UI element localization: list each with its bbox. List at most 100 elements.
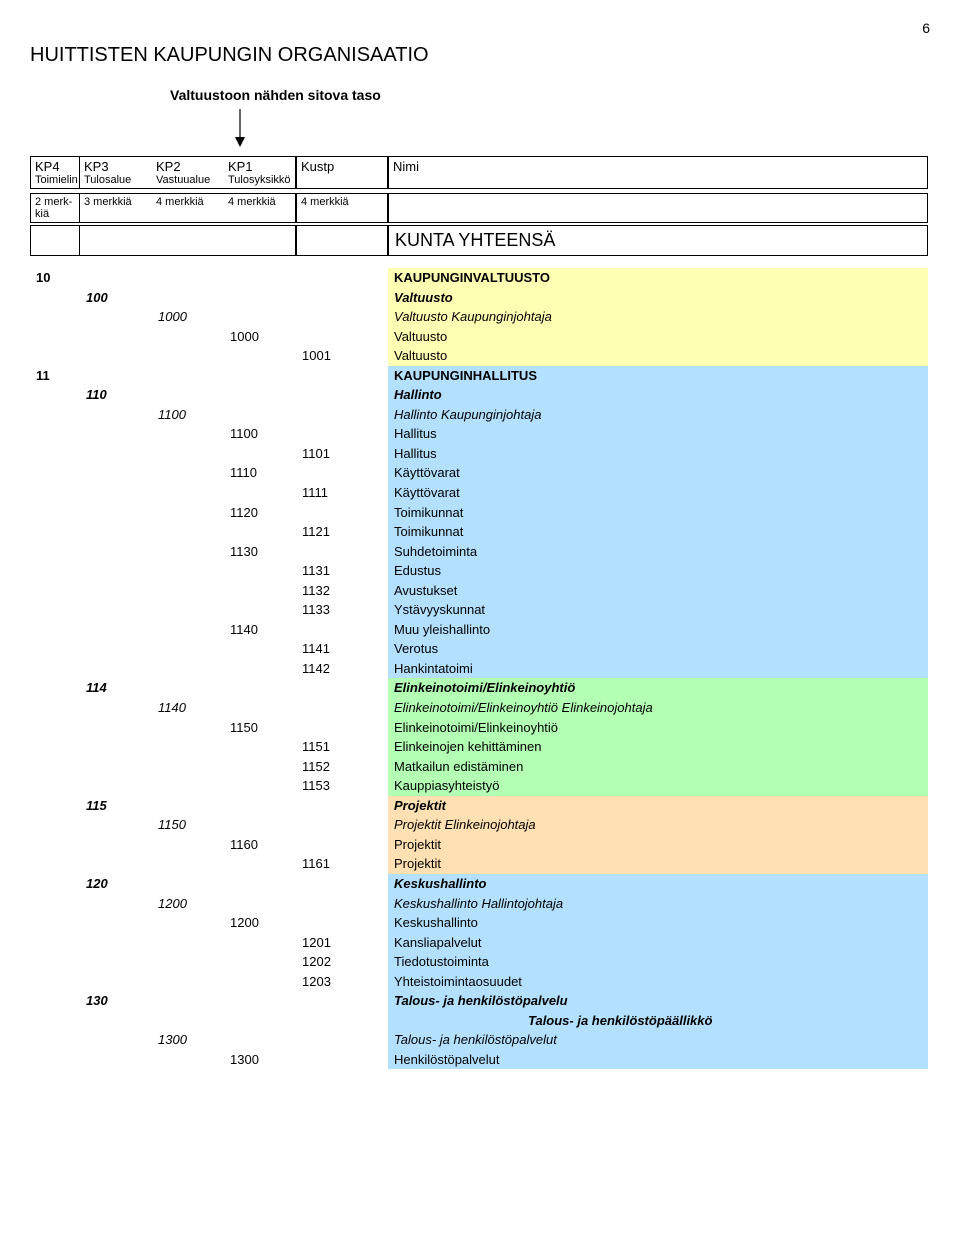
cell-kustp: 1203 — [296, 972, 388, 992]
cell-kp1 — [224, 483, 296, 503]
cell-kp2 — [152, 835, 224, 855]
table-row: 1000 Valtuusto — [30, 327, 930, 347]
cell-kp1: 1000 — [224, 327, 296, 347]
page-number: 6 — [30, 20, 930, 36]
cell-kp4 — [30, 991, 80, 1011]
cell-kustp: 1132 — [296, 581, 388, 601]
cell-kp4 — [30, 522, 80, 542]
cell-kp2: 1200 — [152, 894, 224, 914]
cell-nimi: Valtuusto — [388, 346, 928, 366]
cell-kp2 — [152, 346, 224, 366]
table-row: 115Projektit — [30, 796, 930, 816]
cell-kustp — [296, 796, 388, 816]
cell-nimi: Toimikunnat — [388, 503, 928, 523]
cell-nimi: Projektit — [388, 835, 928, 855]
cell-nimi: Projektit — [388, 796, 928, 816]
cell-kp1 — [224, 991, 296, 1011]
cell-nimi: Avustukset — [388, 581, 928, 601]
cell-kp1 — [224, 346, 296, 366]
cell-kp2 — [152, 366, 224, 386]
cell-kp1 — [224, 405, 296, 425]
cell-kp3 — [80, 503, 152, 523]
table-row: 1300Talous- ja henkilöstöpalvelut — [30, 1030, 930, 1050]
cell-kp3 — [80, 444, 152, 464]
cell-kp3: 120 — [80, 874, 152, 894]
cell-kp3 — [80, 346, 152, 366]
hdr-kp2-sub: Vastuualue — [156, 174, 220, 186]
cell-kp4 — [30, 405, 80, 425]
table-row: 1140Elinkeinotoimi/Elinkeinoyhtiö Elinke… — [30, 698, 930, 718]
cell-kp1 — [224, 288, 296, 308]
hdr2-c5: 4 merkkiä — [296, 193, 388, 223]
table-row: 1153Kauppiasyhteistyö — [30, 776, 930, 796]
cell-kp4 — [30, 581, 80, 601]
cell-nimi: Hallinto — [388, 385, 928, 405]
cell-kp2 — [152, 542, 224, 562]
cell-kp1 — [224, 678, 296, 698]
cell-kp4 — [30, 1030, 80, 1050]
cell-kp2 — [152, 620, 224, 640]
table-row: 110Hallinto — [30, 385, 930, 405]
cell-kp4 — [30, 678, 80, 698]
cell-kustp — [296, 991, 388, 1011]
cell-kp2 — [152, 933, 224, 953]
cell-nimi: Hallinto Kaupunginjohtaja — [388, 405, 928, 425]
cell-kp3 — [80, 1030, 152, 1050]
cell-nimi: Hallitus — [388, 424, 928, 444]
cell-kp4 — [30, 620, 80, 640]
cell-nimi: Verotus — [388, 639, 928, 659]
cell-kp1 — [224, 444, 296, 464]
cell-kustp — [296, 835, 388, 855]
cell-kp3 — [80, 776, 152, 796]
cell-kustp — [296, 288, 388, 308]
cell-kp3 — [80, 835, 152, 855]
cell-kp2: 1140 — [152, 698, 224, 718]
cell-kp2 — [152, 678, 224, 698]
cell-kp4 — [30, 424, 80, 444]
cell-nimi: Keskushallinto Hallintojohtaja — [388, 894, 928, 914]
data-table: 10KAUPUNGINVALTUUSTO100Valtuusto1000Valt… — [30, 268, 930, 1069]
cell-nimi: Käyttövarat — [388, 483, 928, 503]
cell-nimi: Keskushallinto — [388, 913, 928, 933]
cell-kp2: 1100 — [152, 405, 224, 425]
cell-nimi: Valtuusto Kaupunginjohtaja — [388, 307, 928, 327]
cell-kp4 — [30, 483, 80, 503]
cell-kp1 — [224, 561, 296, 581]
cell-kp2 — [152, 288, 224, 308]
cell-nimi: Talous- ja henkilöstöpalvelu — [388, 991, 928, 1011]
cell-kp2 — [152, 483, 224, 503]
table-row: 1150Projektit Elinkeinojohtaja — [30, 815, 930, 835]
hdr-kustp: Kustp — [301, 159, 383, 174]
table-row: 1201Kansliapalvelut — [30, 933, 930, 953]
cell-kp3 — [80, 424, 152, 444]
table-row: 1300Henkilöstöpalvelut — [30, 1050, 930, 1070]
hdr-kp1-sub: Tulosyksikkö — [228, 174, 291, 186]
cell-kp4 — [30, 815, 80, 835]
header-row-1: KP4 Toimielin KP3 Tulosalue KP2 Vastuual… — [30, 156, 930, 189]
cell-kp3 — [80, 737, 152, 757]
cell-kp2 — [152, 463, 224, 483]
cell-kp1 — [224, 307, 296, 327]
kunta-row: KUNTA YHTEENSÄ — [30, 225, 930, 256]
cell-kp4 — [30, 718, 80, 738]
cell-kp4 — [30, 542, 80, 562]
cell-kp3 — [80, 913, 152, 933]
cell-kp1: 1140 — [224, 620, 296, 640]
cell-kp3 — [80, 1011, 152, 1031]
cell-kp2 — [152, 600, 224, 620]
cell-kp4 — [30, 737, 80, 757]
table-row: 120Keskushallinto — [30, 874, 930, 894]
cell-nimi: Talous- ja henkilöstöpalvelut — [388, 1030, 928, 1050]
cell-nimi: Valtuusto — [388, 327, 928, 347]
table-row: 1152Matkailun edistäminen — [30, 757, 930, 777]
cell-kp3 — [80, 894, 152, 914]
table-row: 100Valtuusto — [30, 288, 930, 308]
cell-kp2 — [152, 327, 224, 347]
cell-kp1 — [224, 757, 296, 777]
cell-kustp: 1153 — [296, 776, 388, 796]
cell-kp3 — [80, 463, 152, 483]
cell-kp4 — [30, 776, 80, 796]
cell-kp1: 1160 — [224, 835, 296, 855]
cell-nimi: Hankintatoimi — [388, 659, 928, 679]
cell-kustp: 1151 — [296, 737, 388, 757]
